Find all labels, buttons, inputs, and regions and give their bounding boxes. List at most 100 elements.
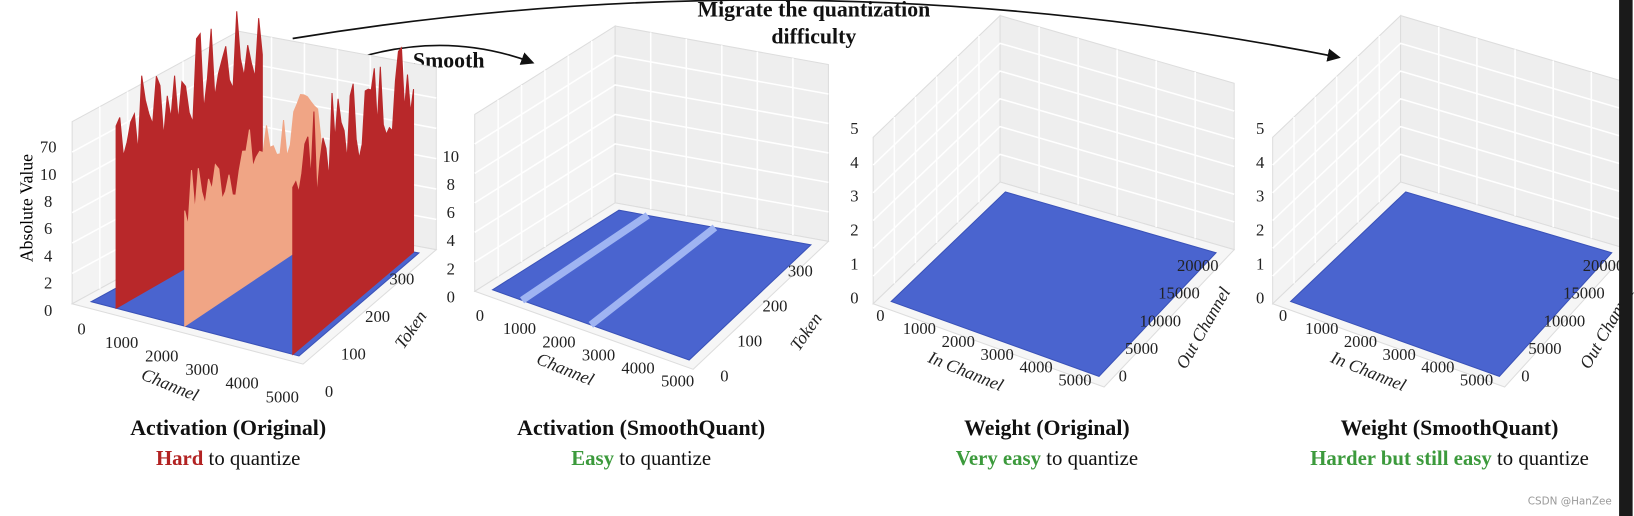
x-tick-label: 2000 [1344,332,1377,351]
x-tick-label: 1000 [503,319,536,338]
watermark: CSDN @HanZee [1528,496,1612,508]
y-tick-label: 20000 [1177,256,1219,275]
z-tick-label: 10 [442,147,459,166]
panel-title: Weight (SmoothQuant) [1341,416,1559,440]
z-tick-label: 2 [447,259,455,278]
surface-plot: 0 2 4 6 8 10 70 0 1000 2000 3000 4000 5000 0 100 200 300… [17,11,438,470]
y-tick-label: 200 [763,296,788,315]
surface [491,209,812,361]
y-tick-label: 300 [389,270,414,289]
x-tick-label: 0 [77,320,85,339]
verdict-highlight: Hard [156,447,204,470]
x-tick-label: 4000 [1019,358,1052,377]
z-tick-label: 0 [1256,288,1264,307]
panel-verdict: Easy to quantize [571,447,711,470]
z-tick-label: 1 [1256,255,1264,274]
spike-slab [184,94,322,328]
z-tick-label: 10 [40,165,57,184]
z-tick-label: 6 [44,219,52,238]
y-tick-label: 200 [365,307,390,326]
wall-grid [1272,42,1630,166]
surface-plot: 0 1 2 3 4 5 0 1000 2000 3000 4000 5000 0 5000 10000 150… [850,14,1236,470]
z-tick-label: 4 [44,246,53,265]
y-tick-label: 0 [720,366,728,385]
verdict-rest: to quantize [1046,447,1138,470]
z-tick-label: 0 [447,287,455,306]
z-tick-label: 8 [447,175,455,194]
y-tick-label: 20000 [1583,256,1625,275]
y-tick-label: 15000 [1563,284,1605,303]
surface-stripe [588,224,718,328]
surface-stripe [520,212,650,304]
screen-edge [1619,0,1633,516]
x-tick-label: 5000 [661,372,694,391]
panel-title: Activation (SmoothQuant) [517,416,765,440]
x-tick-label: 0 [1279,306,1287,325]
z-tick-label: 6 [447,203,455,222]
x-tick-label: 4000 [621,359,654,378]
x-tick-label: 1000 [105,333,138,352]
x-tick-label: 5000 [266,387,299,406]
z-tick-label: 1 [850,255,858,274]
panel-verdict: Very easy to quantize [956,447,1138,470]
x-tick-label: 2000 [145,347,178,366]
smooth-arrow [360,44,535,65]
z-tick-label: 4 [850,153,859,172]
y-tick-label: 0 [325,382,333,401]
x-tick-label: 5000 [1058,371,1091,390]
z-tick-label: 3 [850,187,858,206]
y-tick-label: 10000 [1140,311,1182,330]
x-tick-label: 0 [476,306,484,325]
x-tick-label: 4000 [225,374,258,393]
x-tick-label: 3000 [185,360,218,379]
z-tick-label: 3 [1256,187,1264,206]
y-tick-label: 10000 [1544,311,1586,330]
panel-verdict: Harder but still easy to quantize [1310,447,1589,470]
z-tick-label: 5 [1256,119,1264,138]
wall-grid [474,84,829,175]
x-tick-label: 2000 [942,332,975,351]
wall-grid [1272,70,1630,194]
surface [1289,191,1613,377]
x-tick-label: 3000 [981,345,1014,364]
migrate-arrow [292,0,1341,62]
verdict-highlight: Very easy [956,447,1042,470]
z-tick-label: 0 [850,288,858,307]
migrate-label: Migrate the quantization [697,0,930,22]
y-axis-label: Token [390,307,430,353]
y-tick-label: 300 [788,261,813,280]
panel-title: Activation (Original) [130,416,326,440]
surface-plot: 0 1 2 3 4 5 0 1000 2000 3000 4000 5000 0 5000 10000 150… [1256,14,1634,470]
y-tick-label: 5000 [1528,339,1561,358]
y-axis-label: Token [786,309,826,355]
y-tick-label: 5000 [1125,339,1158,358]
verdict-rest: to quantize [209,447,301,470]
y-tick-label: 15000 [1158,284,1200,303]
spike-slab [292,46,415,356]
panel-verdict: Hard to quantize [156,447,300,470]
z-tick-label: 2 [44,274,52,293]
y-tick-label: 0 [1521,366,1529,385]
verdict-highlight: Easy [571,447,614,470]
z-tick-label: 4 [1256,153,1265,172]
z-tick-label: 4 [447,231,456,250]
y-tick-label: 100 [737,331,762,350]
x-tick-label: 1000 [903,319,936,338]
wall-grid [872,70,1235,194]
x-tick-label: 2000 [542,332,575,351]
x-tick-label: 5000 [1460,371,1493,390]
surface [890,191,1218,377]
verdict-highlight: Harder but still easy [1310,447,1492,470]
x-tick-label: 3000 [1383,345,1416,364]
panel-title: Weight (Original) [964,416,1130,440]
z-tick-label: 2 [1256,221,1264,240]
migrate-label: difficulty [771,25,856,49]
x-tick-label: 1000 [1305,319,1338,338]
z-tick-label: 5 [850,119,858,138]
y-tick-label: 100 [341,345,366,364]
verdict-rest: to quantize [1497,447,1589,470]
z-axis-label: Absolute Value [17,154,37,262]
